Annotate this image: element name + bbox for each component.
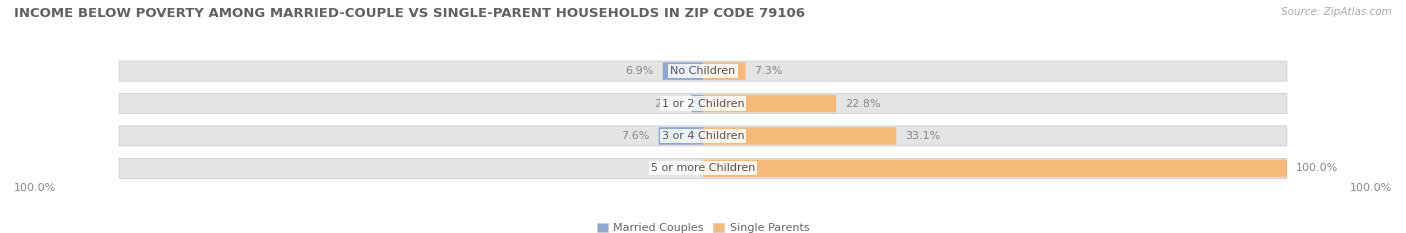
FancyBboxPatch shape bbox=[703, 95, 837, 112]
FancyBboxPatch shape bbox=[120, 61, 1286, 81]
Text: 33.1%: 33.1% bbox=[905, 131, 941, 141]
Text: 1 or 2 Children: 1 or 2 Children bbox=[662, 99, 744, 109]
Text: No Children: No Children bbox=[671, 66, 735, 76]
Text: INCOME BELOW POVERTY AMONG MARRIED-COUPLE VS SINGLE-PARENT HOUSEHOLDS IN ZIP COD: INCOME BELOW POVERTY AMONG MARRIED-COUPL… bbox=[14, 7, 806, 20]
FancyBboxPatch shape bbox=[120, 126, 1286, 146]
Text: 7.6%: 7.6% bbox=[621, 131, 650, 141]
FancyBboxPatch shape bbox=[703, 127, 896, 145]
Text: 100.0%: 100.0% bbox=[14, 183, 56, 193]
FancyBboxPatch shape bbox=[703, 160, 1286, 177]
Text: 2.0%: 2.0% bbox=[654, 99, 682, 109]
FancyBboxPatch shape bbox=[120, 93, 1286, 113]
Text: 100.0%: 100.0% bbox=[1350, 183, 1392, 193]
FancyBboxPatch shape bbox=[662, 62, 703, 80]
FancyBboxPatch shape bbox=[120, 158, 1286, 178]
Text: 22.8%: 22.8% bbox=[845, 99, 880, 109]
FancyBboxPatch shape bbox=[692, 95, 703, 112]
Text: 0.0%: 0.0% bbox=[666, 163, 695, 173]
Text: Source: ZipAtlas.com: Source: ZipAtlas.com bbox=[1281, 7, 1392, 17]
Text: 6.9%: 6.9% bbox=[626, 66, 654, 76]
Text: 7.3%: 7.3% bbox=[755, 66, 783, 76]
Legend: Married Couples, Single Parents: Married Couples, Single Parents bbox=[592, 219, 814, 233]
FancyBboxPatch shape bbox=[658, 127, 703, 145]
Text: 100.0%: 100.0% bbox=[1295, 163, 1339, 173]
Text: 5 or more Children: 5 or more Children bbox=[651, 163, 755, 173]
FancyBboxPatch shape bbox=[703, 62, 745, 80]
Text: 3 or 4 Children: 3 or 4 Children bbox=[662, 131, 744, 141]
